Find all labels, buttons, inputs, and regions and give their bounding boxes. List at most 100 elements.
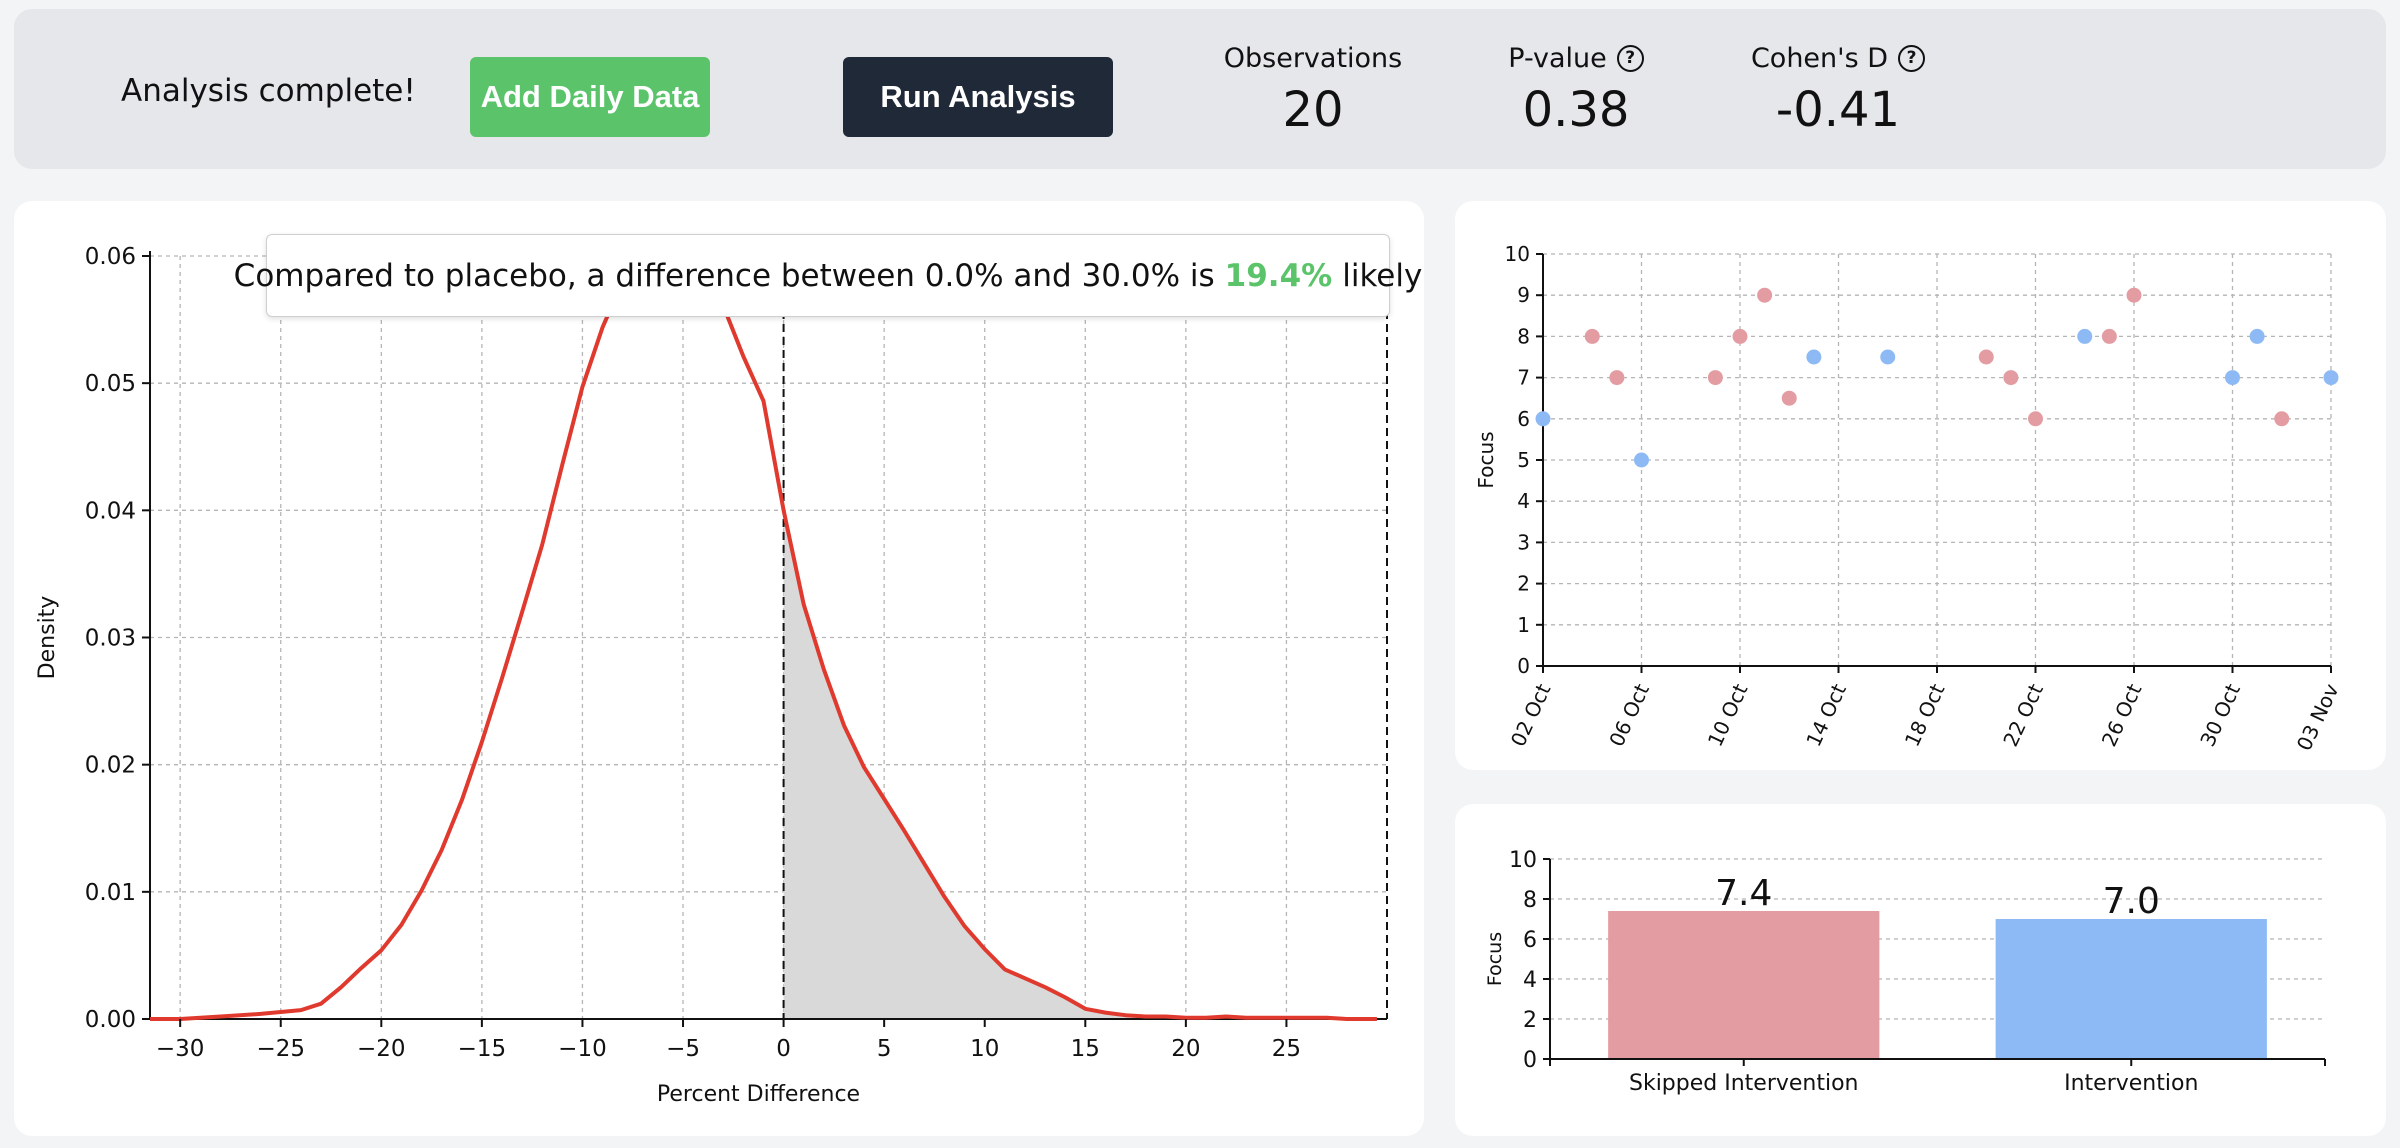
y-tick-label: 8 <box>1517 324 1530 348</box>
y-tick-label: 10 <box>1509 848 1537 873</box>
x-tick-label: 06 Oct <box>1604 680 1654 750</box>
y-axis-label: Focus <box>1474 431 1498 488</box>
cohens-d-stat: Cohen's D ? -0.41 <box>1708 43 1968 138</box>
x-tick-label: 25 <box>1272 1036 1301 1062</box>
data-point <box>2274 411 2290 427</box>
x-tick-label: −10 <box>558 1036 607 1062</box>
toolbar: Analysis complete! Add Daily Data Run An… <box>14 9 2386 169</box>
run-analysis-button[interactable]: Run Analysis <box>843 57 1113 137</box>
y-tick-label: 4 <box>1523 968 1537 993</box>
x-tick-label: 10 Oct <box>1703 680 1753 750</box>
bar-value-label: 7.4 <box>1715 873 1772 914</box>
y-tick-label: 0.05 <box>85 371 136 397</box>
tooltip-prefix: Compared to placebo, a difference betwee… <box>233 257 1215 294</box>
y-tick-label: 0.02 <box>85 753 136 779</box>
p-value-stat: P-value ? 0.38 <box>1446 43 1706 138</box>
x-tick-label: 0 <box>776 1036 791 1062</box>
add-daily-data-button[interactable]: Add Daily Data <box>470 57 710 137</box>
y-tick-label: 1 <box>1517 613 1530 637</box>
y-tick-label: 4 <box>1517 489 1530 513</box>
data-point <box>2101 328 2117 344</box>
data-point <box>1535 411 1551 427</box>
probability-area <box>783 510 1377 1019</box>
density-chart-card: −30 −25 −20 −15 −10 −5 0 5 10 15 20 25 0.00 0.01 0.02 0… <box>14 201 1424 1136</box>
x-tick-label: 14 Oct <box>1801 680 1851 750</box>
focus-timeline-card: 0 1 2 3 4 5 6 7 8 9 10 02 Oct 06 Oct 10 Oct 14 Oct 18 O… <box>1455 201 2386 770</box>
tooltip-percent: 19.4% <box>1224 257 1333 294</box>
data-point <box>1609 370 1625 386</box>
y-tick-label: 2 <box>1517 572 1530 596</box>
x-tick-label: −30 <box>156 1036 205 1062</box>
bar-value-label: 7.0 <box>2103 881 2160 922</box>
bar <box>1995 919 2267 1059</box>
y-tick-label: 0.01 <box>85 880 136 906</box>
focus-scatter-chart: 0 1 2 3 4 5 6 7 8 9 10 02 Oct 06 Oct 10 Oct 14 Oct 18 O… <box>1474 242 2344 754</box>
data-point <box>2225 370 2240 386</box>
y-tick-label: 0.06 <box>85 244 136 270</box>
x-tick-label: −15 <box>458 1036 507 1062</box>
help-icon[interactable]: ? <box>1616 45 1644 72</box>
y-tick-label: 9 <box>1517 283 1530 307</box>
observations-label: Observations <box>1223 43 1403 74</box>
p-value-value: 0.38 <box>1522 82 1630 138</box>
x-tick-label: 26 Oct <box>2097 680 2147 750</box>
density-chart: −30 −25 −20 −15 −10 −5 0 5 10 15 20 25 0.00 0.01 0.02 0… <box>35 238 1388 1107</box>
y-tick-label: 0.04 <box>85 498 136 524</box>
y-tick-label: 0 <box>1523 1048 1537 1073</box>
x-tick-label: −25 <box>256 1036 305 1062</box>
y-tick-label: 10 <box>1505 242 1530 266</box>
data-point <box>1880 349 1896 365</box>
status-message: Analysis complete! <box>121 73 416 109</box>
x-tick-label: 18 Oct <box>1900 680 1950 750</box>
data-point <box>1634 452 1649 468</box>
bar <box>1608 911 1880 1059</box>
data-point <box>1757 287 1773 303</box>
y-tick-label: 8 <box>1523 888 1537 913</box>
y-tick-label: 6 <box>1523 928 1537 953</box>
y-tick-label: 3 <box>1517 530 1530 554</box>
y-axis-label: Density <box>35 596 60 680</box>
data-point <box>1781 390 1797 406</box>
x-tick-label: −20 <box>357 1036 406 1062</box>
data-point <box>2003 370 2019 386</box>
data-point <box>1732 328 1748 344</box>
focus-comparison-card: 7.4 Skipped Intervention 7.0 Intervention 0 2… <box>1455 804 2386 1136</box>
x-tick-label: 5 <box>877 1036 892 1062</box>
data-point <box>2126 287 2142 303</box>
category-label: Intervention <box>2064 1071 2198 1096</box>
x-tick-label: 03 Nov <box>2292 680 2344 754</box>
x-tick-label: 22 Oct <box>1998 680 2048 750</box>
tooltip-suffix: likely <box>1342 257 1423 294</box>
data-point <box>2028 411 2043 427</box>
y-tick-label: 2 <box>1523 1008 1537 1033</box>
probability-tooltip: Compared to placebo, a difference betwee… <box>234 234 1422 317</box>
data-point <box>2323 370 2339 386</box>
x-axis-label: Percent Difference <box>657 1082 860 1107</box>
cohens-d-value: -0.41 <box>1775 82 1901 138</box>
data-point <box>1707 370 1723 386</box>
data-point <box>1584 328 1600 344</box>
cohens-d-label: Cohen's D <box>1750 43 1889 74</box>
x-tick-label: 10 <box>970 1036 999 1062</box>
y-tick-label: 0.00 <box>85 1007 136 1033</box>
x-tick-label: 20 <box>1171 1036 1200 1062</box>
data-point <box>1978 349 1994 365</box>
observations-value: 20 <box>1282 82 1344 138</box>
y-tick-label: 6 <box>1517 407 1530 431</box>
help-icon[interactable]: ? <box>1898 45 1926 72</box>
focus-bar-chart: 7.4 Skipped Intervention 7.0 Intervention 0 2… <box>1484 848 2326 1096</box>
data-point <box>2249 328 2265 344</box>
y-tick-label: 5 <box>1517 448 1530 472</box>
y-axis-label: Focus <box>1484 932 1506 986</box>
density-curve <box>150 238 1377 1021</box>
y-tick-label: 7 <box>1517 366 1530 390</box>
y-tick-label: 0 <box>1517 654 1530 678</box>
x-tick-label: 15 <box>1071 1036 1100 1062</box>
x-tick-label: 02 Oct <box>1506 680 1556 750</box>
category-label: Skipped Intervention <box>1629 1071 1859 1096</box>
data-point <box>1806 349 1822 365</box>
observations-stat: Observations 20 <box>1183 43 1443 138</box>
x-tick-label: −5 <box>666 1036 700 1062</box>
x-tick-label: 30 Oct <box>2195 680 2245 750</box>
p-value-label: P-value <box>1508 43 1607 74</box>
